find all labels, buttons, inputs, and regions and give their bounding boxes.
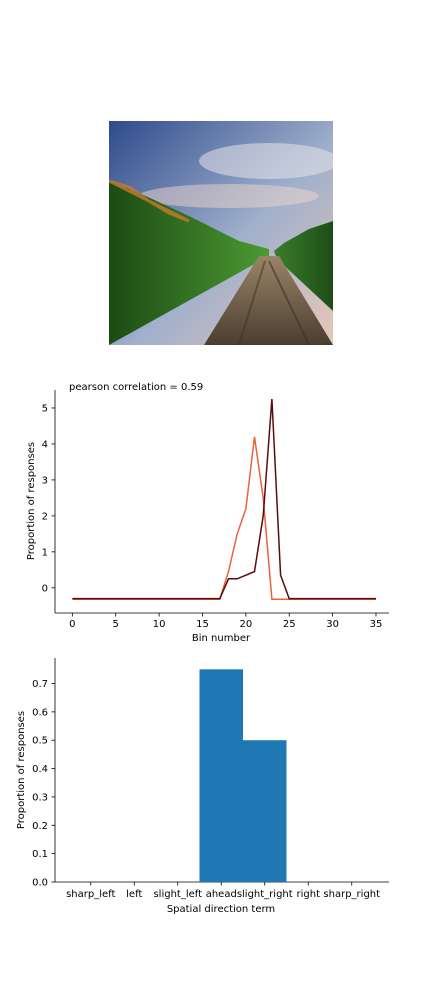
line-chart-series: [72, 398, 376, 601]
y-tick-label: 0: [42, 583, 48, 594]
x-tick-label: sharp_right: [323, 889, 380, 900]
bar-ahead: [199, 669, 243, 882]
y-tick-label: 0.1: [32, 849, 48, 860]
x-tick-label: 25: [283, 619, 296, 630]
series-line-2: [72, 398, 376, 600]
y-tick-label: 0.2: [32, 821, 48, 832]
y-tick-label: 0.3: [32, 792, 48, 803]
x-tick-label: slight_left: [153, 889, 202, 900]
line-chart-axes: [54, 390, 389, 614]
x-tick-label: slight_right: [237, 889, 293, 900]
y-tick-label: 3: [42, 475, 48, 486]
x-tick-label: 15: [196, 619, 209, 630]
x-tick-label: 20: [239, 619, 252, 630]
line-chart-y-ticks: 0 1 2 3 4 5: [42, 403, 55, 594]
x-tick-label: 35: [370, 619, 383, 630]
y-tick-label: 0.6: [32, 707, 48, 718]
bar-chart: sharp_left left slight_left ahead slight_rig…: [16, 658, 389, 915]
x-tick-label: left: [126, 889, 142, 900]
bar-chart-x-ticks: sharp_left left slight_left ahead slight_rig…: [66, 882, 380, 900]
x-axis-label: Bin number: [192, 633, 251, 644]
bar-chart-y-ticks: 0.0 0.1 0.2 0.3 0.4 0.5 0.6 0.7: [32, 679, 55, 889]
y-tick-label: 0.7: [32, 679, 48, 690]
x-tick-label: 5: [113, 619, 119, 630]
bar-chart-bars: [199, 669, 287, 882]
x-axis-label: Spatial direction term: [167, 904, 275, 915]
x-tick-label: sharp_left: [66, 889, 115, 900]
chart-title: pearson correlation = 0.59: [69, 382, 203, 393]
bar-slight_right: [243, 740, 287, 882]
line-chart-x-ticks: 0 5 10 15 20 25 30 35: [69, 613, 382, 630]
y-tick-label: 1: [42, 547, 48, 558]
y-tick-label: 2: [42, 511, 48, 522]
cornfield-dirt-road-photo: [109, 121, 333, 345]
x-tick-label: 0: [69, 619, 75, 630]
y-tick-label: 0.0: [32, 878, 48, 889]
x-tick-label: right: [297, 889, 321, 900]
y-axis-label: Proportion of responses: [26, 442, 37, 560]
y-tick-label: 0.4: [32, 764, 48, 775]
series-line-1: [72, 436, 376, 601]
x-tick-label: ahead: [206, 889, 237, 900]
y-tick-label: 5: [42, 403, 48, 414]
y-tick-label: 0.5: [32, 736, 48, 747]
line-chart: pearson correlation = 0.59 0 5 10 15 20 25 30 3…: [26, 382, 389, 644]
y-tick-label: 4: [42, 439, 48, 450]
x-tick-label: 10: [153, 619, 166, 630]
x-tick-label: 30: [326, 619, 339, 630]
y-axis-label: Proportion of responses: [16, 711, 27, 829]
